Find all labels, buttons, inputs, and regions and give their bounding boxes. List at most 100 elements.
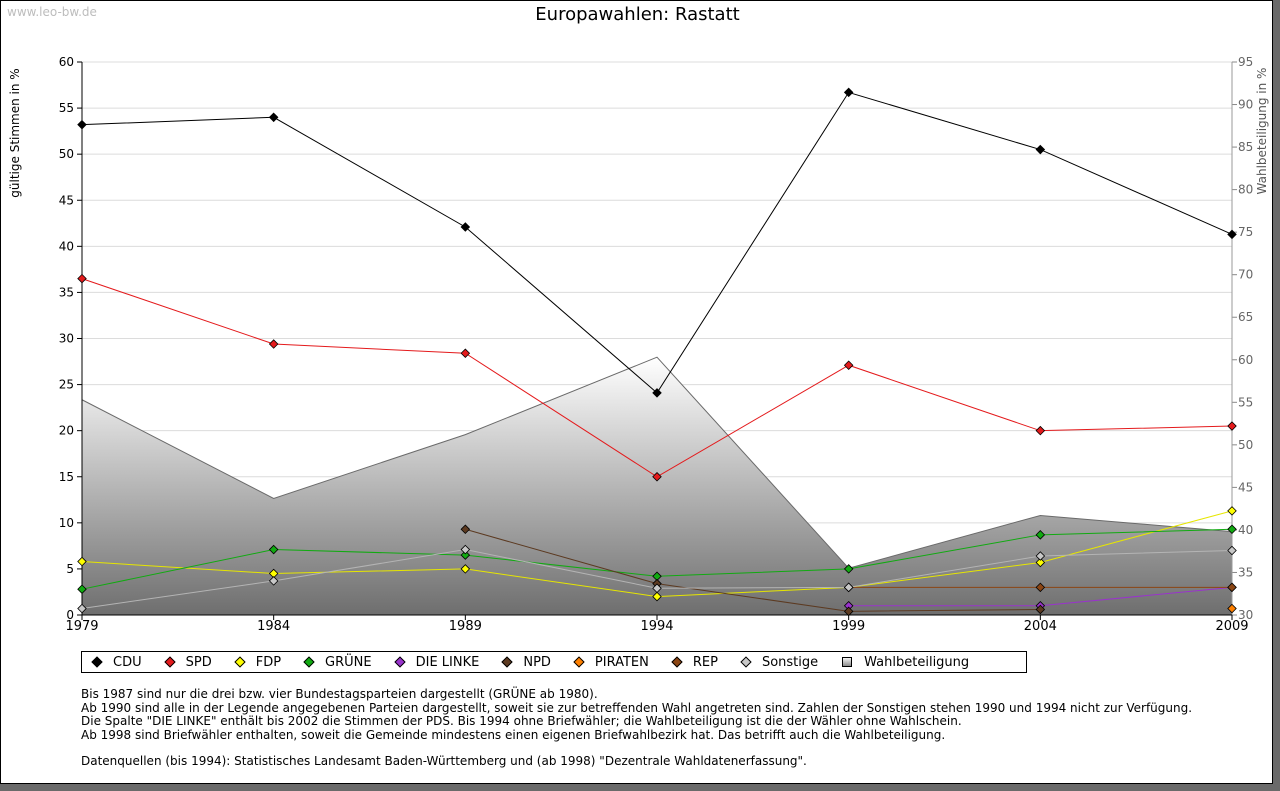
y-tick-label-right: 80 [1238, 183, 1253, 197]
note-line: Die Spalte "DIE LINKE" enthält bis 2002 … [81, 714, 962, 728]
legend-marker-wahlbeteiligung [842, 657, 853, 667]
data-point-spd [268, 339, 279, 349]
data-point-fdp [1035, 557, 1046, 568]
data-point-sonstige [460, 544, 471, 555]
data-point-sonstige [1035, 551, 1046, 561]
y-tick-label-left: 0 [66, 608, 74, 622]
x-tick-label: 1989 [449, 619, 482, 634]
legend-item-cdu: CDU [91, 655, 142, 670]
legend-marker-piraten [573, 656, 585, 668]
data-point-cdu [268, 112, 279, 123]
legend-marker-fdp [234, 656, 246, 668]
data-point-spd [652, 471, 662, 482]
data-point-grüne [843, 564, 854, 574]
data-point-sonstige [652, 583, 662, 594]
data-point-spd [843, 360, 854, 370]
data-point-spd [1227, 421, 1237, 431]
legend-marker-sonstige [740, 656, 752, 668]
data-point-grüne [1227, 524, 1237, 535]
legend-label: GRÜNE [325, 654, 372, 670]
legend-item-wahlbeteiligung: Wahlbeteiligung [840, 655, 969, 670]
turnout-line [81, 356, 1233, 569]
data-point-fdp [460, 564, 471, 574]
y-tick-label-left: 10 [59, 516, 74, 530]
data-point-cdu [1035, 144, 1046, 155]
data-point-fdp [77, 556, 87, 567]
y-tick-label-left: 50 [59, 147, 74, 161]
data-point-rep [1035, 582, 1046, 593]
legend-marker-gruene [303, 656, 315, 668]
y-tick-label-right: 30 [1238, 608, 1253, 622]
legend-marker-rep [671, 656, 683, 668]
x-tick-label: 1999 [832, 619, 865, 634]
y-tick-label-right: 90 [1238, 98, 1253, 112]
data-point-cdu [652, 388, 662, 398]
legend-marker-die-linke [393, 656, 406, 668]
legend-label: REP [692, 654, 718, 670]
legend-item-die-linke: DIE LINKE [393, 654, 480, 670]
y-tick-label-right: 35 [1238, 565, 1253, 579]
series-line-cdu [81, 91, 1233, 394]
data-point-sonstige [843, 582, 854, 593]
watermark: www.leo-bw.de [7, 5, 97, 19]
y-tick-label-right: 60 [1238, 353, 1253, 367]
y-tick-label-left: 60 [59, 55, 74, 69]
series-line-npd [465, 528, 1041, 612]
y-tick-label-right: 75 [1238, 225, 1253, 239]
data-point-fdp [1227, 506, 1237, 516]
data-point-grüne [268, 544, 279, 555]
data-point-npd [460, 524, 471, 535]
x-tick-label: 1984 [257, 619, 290, 634]
note-line: Ab 1990 sind alle in der Legende angegeb… [81, 700, 1193, 715]
x-tick-label: 1994 [640, 619, 673, 634]
note-line: Ab 1998 sind Briefwähler enthalten, sowe… [81, 727, 946, 742]
data-point-sonstige [77, 603, 87, 614]
y-tick-label-left: 20 [59, 424, 74, 438]
data-point-cdu [460, 222, 471, 232]
note-line: Bis 1987 sind nur die drei bzw. vier Bun… [81, 687, 598, 701]
legend-item-rep: REP [671, 655, 718, 670]
chart-legend: CDU SPD FDP GRÜNE DIE LINKE NPD PIRATEN … [81, 651, 1027, 673]
data-point-sonstige [268, 576, 279, 586]
y-tick-label-right: 55 [1238, 395, 1253, 409]
y-tick-label-right: 95 [1238, 55, 1253, 69]
data-point-sonstige [1227, 545, 1237, 556]
legend-item-gruene: GRÜNE [303, 655, 372, 670]
y-tick-label-left: 30 [59, 332, 74, 346]
y-tick-label-right: 85 [1238, 140, 1253, 154]
legend-label: Sonstige [761, 654, 819, 670]
data-point-cdu [77, 119, 87, 130]
data-point-grüne [77, 584, 87, 594]
y-tick-label-left: 15 [59, 470, 74, 484]
data-point-piraten [1227, 603, 1237, 614]
data-point-fdp [652, 591, 662, 602]
legend-item-spd: SPD [163, 654, 212, 670]
y-tick-label-left: 35 [59, 285, 74, 299]
y-tick-label-right: 70 [1238, 268, 1253, 282]
data-point-cdu [843, 87, 854, 98]
y-tick-label-left: 40 [59, 239, 74, 253]
x-tick-label: 2009 [1215, 619, 1248, 634]
note-line: Datenquellen (bis 1994): Statistisches L… [81, 754, 807, 768]
legend-label: FDP [255, 654, 282, 670]
y-tick-label-left: 55 [59, 101, 74, 115]
legend-marker-npd [501, 656, 514, 668]
legend-label: DIE LINKE [415, 654, 480, 670]
y-tick-label-left: 25 [59, 378, 74, 392]
data-point-spd [1035, 425, 1046, 436]
y-tick-label-right: 65 [1238, 310, 1253, 324]
x-tick-label: 2004 [1024, 619, 1057, 634]
y-tick-label-left: 5 [66, 562, 74, 576]
data-point-grüne [460, 550, 471, 560]
legend-label: Wahlbeteiligung [864, 654, 970, 670]
legend-marker-cdu [91, 656, 103, 668]
data-point-rep [1227, 582, 1237, 593]
data-point-npd [1035, 604, 1046, 615]
turnout-area [82, 357, 1232, 615]
chart-plot: 0 5 10 15 20 25 30 35 40 45 50 55 60 30 35 40 45 50 55 60 65… [59, 55, 1254, 634]
legend-item-npd: NPD [501, 655, 551, 670]
legend-item-sonstige: Sonstige [740, 655, 818, 670]
chart-title: Europawahlen: Rastatt [535, 4, 740, 25]
x-tick-label: 1979 [65, 619, 98, 634]
legend-label: SPD [185, 654, 212, 670]
